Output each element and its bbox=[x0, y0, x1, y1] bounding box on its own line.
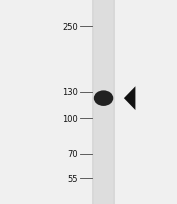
Text: 100: 100 bbox=[62, 114, 78, 123]
Text: 55: 55 bbox=[67, 174, 78, 183]
Text: 70: 70 bbox=[67, 150, 78, 159]
Text: 250: 250 bbox=[62, 23, 78, 32]
Polygon shape bbox=[124, 87, 135, 111]
Bar bbox=[92, 0, 115, 204]
Ellipse shape bbox=[94, 91, 113, 106]
Text: 130: 130 bbox=[62, 88, 78, 97]
Bar bbox=[94, 0, 113, 204]
